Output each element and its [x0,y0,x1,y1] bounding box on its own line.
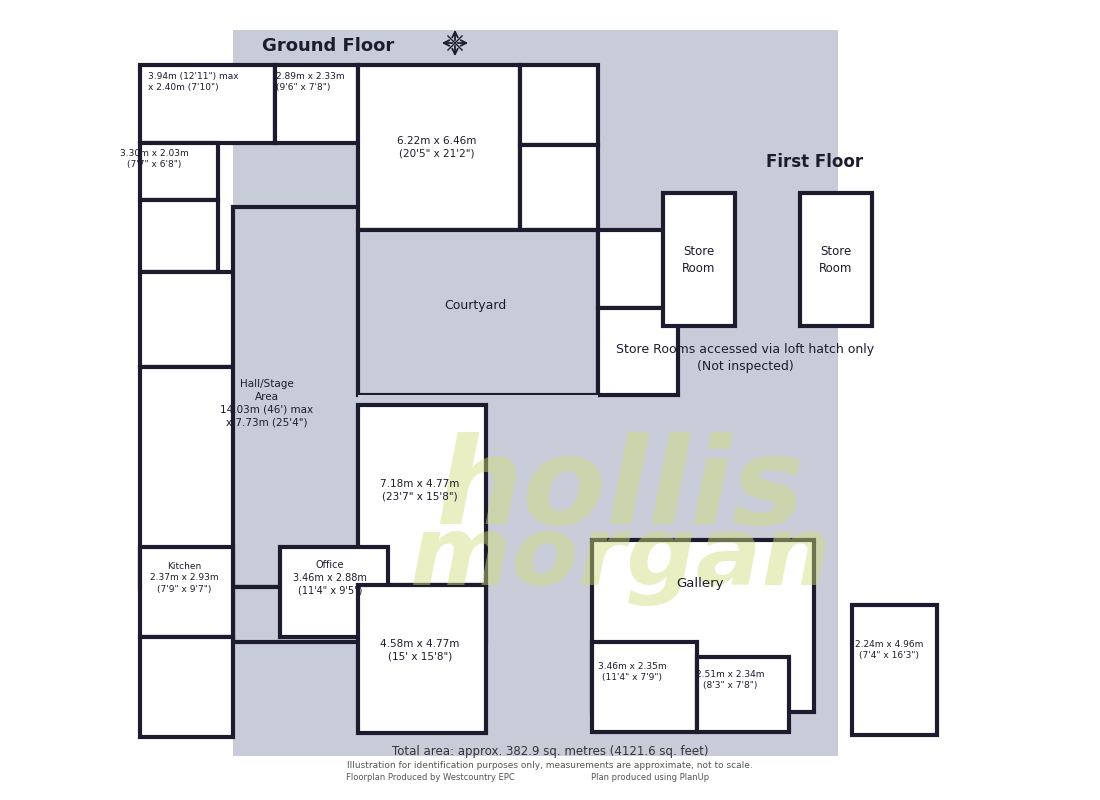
Bar [358,395,598,405]
Bar [520,145,598,230]
Bar [358,585,486,733]
Bar [358,405,486,585]
Text: 3.94m (12'11") max
x 2.40m (7'10"): 3.94m (12'11") max x 2.40m (7'10") [148,72,239,92]
Text: First Floor: First Floor [767,153,864,171]
Text: Store Rooms accessed via loft hatch only
(Not inspected): Store Rooms accessed via loft hatch only… [616,343,875,373]
Bar [697,657,789,732]
Bar [280,547,388,637]
Text: Illustration for identification purposes only, measurements are approximate, not: Illustration for identification purposes… [348,762,752,770]
Text: Kitchen
2.37m x 2.93m
(7'9" x 9'7"): Kitchen 2.37m x 2.93m (7'9" x 9'7") [150,562,218,594]
Bar [598,230,678,308]
Text: Gallery: Gallery [676,577,724,590]
Bar [140,547,233,637]
Text: Floorplan Produced by Westcountry EPC: Floorplan Produced by Westcountry EPC [345,774,515,782]
Text: Store
Room: Store Room [820,246,852,274]
Text: 4.58m x 4.77m
(15' x 15'8"): 4.58m x 4.77m (15' x 15'8") [381,638,460,662]
Bar [275,65,358,143]
Text: Total area: approx. 382.9 sq. metres (4121.6 sq. feet): Total area: approx. 382.9 sq. metres (41… [392,746,708,758]
Bar [140,637,233,737]
Bar [592,642,697,732]
Bar [663,193,735,326]
Text: 2.51m x 2.34m
(8'3" x 7'8"): 2.51m x 2.34m (8'3" x 7'8") [695,670,764,690]
Bar [358,230,598,395]
Bar [598,308,678,395]
Bar [233,207,361,587]
Text: morgan: morgan [409,514,830,606]
Text: 3.46m x 2.35m
(11'4" x 7'9"): 3.46m x 2.35m (11'4" x 7'9") [597,662,667,682]
Text: hollis: hollis [436,431,805,549]
Text: Plan produced using PlanUp: Plan produced using PlanUp [591,774,710,782]
Bar [140,200,218,272]
Text: 2.89m x 2.33m
(9'6" x 7'8"): 2.89m x 2.33m (9'6" x 7'8") [276,72,344,92]
Text: Store
Room: Store Room [682,246,716,274]
Bar [233,587,486,642]
Text: Courtyard: Courtyard [444,298,506,311]
Bar [520,65,598,145]
Bar [140,367,235,587]
Bar [852,605,937,735]
Bar [800,193,872,326]
Text: Office
3.46m x 2.88m
(11'4" x 9'5"): Office 3.46m x 2.88m (11'4" x 9'5") [293,560,367,596]
Bar [358,65,520,230]
Bar [140,65,275,143]
Text: 2.24m x 4.96m
(7'4" x 16'3"): 2.24m x 4.96m (7'4" x 16'3") [855,640,923,660]
Bar [233,30,838,756]
Bar [140,272,235,367]
Bar [592,540,814,712]
Text: 7.18m x 4.77m
(23'7" x 15'8"): 7.18m x 4.77m (23'7" x 15'8") [381,478,460,502]
Text: Ground Floor: Ground Floor [262,37,394,55]
Bar [140,143,218,200]
Text: Hall/Stage
Area
14.03m (46') max
x 7.73m (25'4"): Hall/Stage Area 14.03m (46') max x 7.73m… [220,379,313,427]
Text: 3.30m x 2.03m
(7'7" x 6'8"): 3.30m x 2.03m (7'7" x 6'8") [120,149,188,170]
Text: 6.22m x 6.46m
(20'5" x 21'2"): 6.22m x 6.46m (20'5" x 21'2") [397,135,476,158]
